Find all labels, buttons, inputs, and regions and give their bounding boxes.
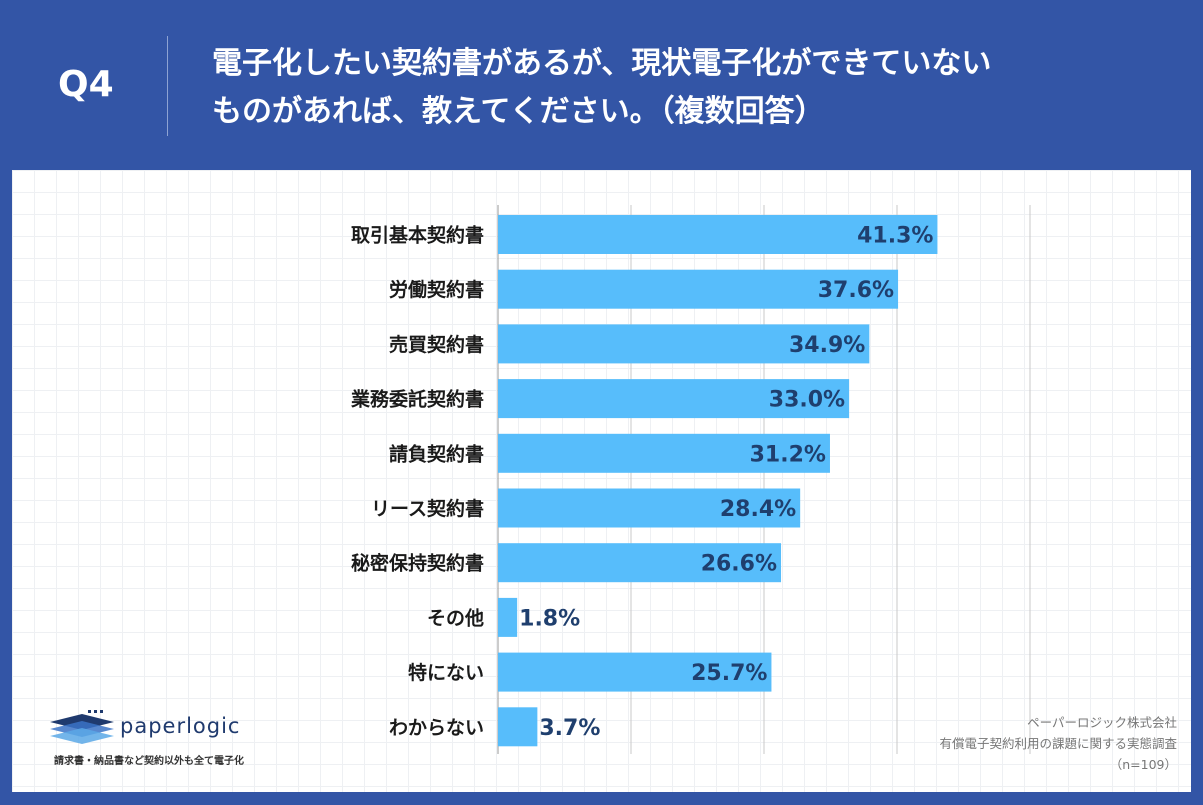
bar-4: [498, 379, 850, 419]
question-title: 電子化したい契約書があるが、現状電子化ができていない ものがあれば、教えてくださ…: [212, 40, 1172, 136]
paperlogic-logo-icon: [50, 710, 114, 744]
value-label: 26.6%: [701, 552, 777, 577]
bar-6: [498, 488, 801, 528]
bar-10: [498, 707, 538, 747]
category-label: リース契約書: [371, 497, 484, 520]
value-label: 33.0%: [769, 388, 845, 413]
source-survey: 有償電子契約利用の課題に関する実態調査: [939, 736, 1177, 751]
value-label: 34.9%: [789, 333, 865, 358]
bar-chart: 取引基本契約書 41.3% 労働契約書 37.6% 売買契約書 34.9% 業務委託契約書 3…: [350, 205, 1031, 754]
bar-8: [498, 597, 518, 637]
header-divider: [167, 36, 168, 136]
bar-9: [498, 652, 772, 692]
category-label: 取引基本契約書: [351, 224, 484, 247]
logo-wordmark: paperlogic: [120, 714, 241, 738]
bar-1: [498, 215, 938, 254]
value-label: 3.7%: [539, 716, 600, 741]
category-label: 秘密保持契約書: [351, 552, 484, 575]
bar-2: [498, 269, 899, 309]
value-label: 37.6%: [818, 278, 894, 303]
source-sample: （n=109）: [1109, 757, 1177, 772]
bar-7: [498, 543, 782, 583]
source-note: ペーパーロジック株式会社 有償電子契約利用の課題に関する実態調査 （n=109）: [939, 712, 1177, 775]
question-line-1: 電子化したい契約書があるが、現状電子化ができていない: [212, 46, 992, 81]
category-label: 業務委託契約書: [350, 388, 484, 411]
value-label: 1.8%: [519, 606, 580, 631]
header: Q4 電子化したい契約書があるが、現状電子化ができていない ものがあれば、教えて…: [0, 0, 1203, 170]
category-label: 請負契約書: [389, 442, 484, 465]
value-label: 31.2%: [750, 442, 826, 467]
value-label: 28.4%: [720, 497, 796, 522]
bar-3: [498, 324, 870, 364]
category-label: 特にない: [408, 662, 484, 684]
source-company: ペーパーロジック株式会社: [1027, 715, 1177, 730]
logo-tagline: 請求書・納品書など契約以外も全て電子化: [54, 756, 244, 767]
category-label: 労働契約書: [389, 278, 484, 301]
paperlogic-logo: paperlogic 請求書・納品書など契約以外も全て電子化: [48, 708, 278, 778]
chart-card: 取引基本契約書 41.3% 労働契約書 37.6% 売買契約書 34.9% 業務委託契約書 3…: [12, 170, 1191, 792]
value-label: 41.3%: [857, 224, 933, 249]
category-label: わからない: [389, 717, 484, 739]
category-label: その他: [427, 606, 484, 629]
question-number: Q4: [58, 64, 114, 105]
value-label: 25.7%: [691, 661, 767, 686]
category-label: 売買契約書: [389, 333, 484, 356]
question-line-2: ものがあれば、教えてください。（複数回答）: [212, 94, 825, 129]
bar-5: [498, 433, 830, 473]
